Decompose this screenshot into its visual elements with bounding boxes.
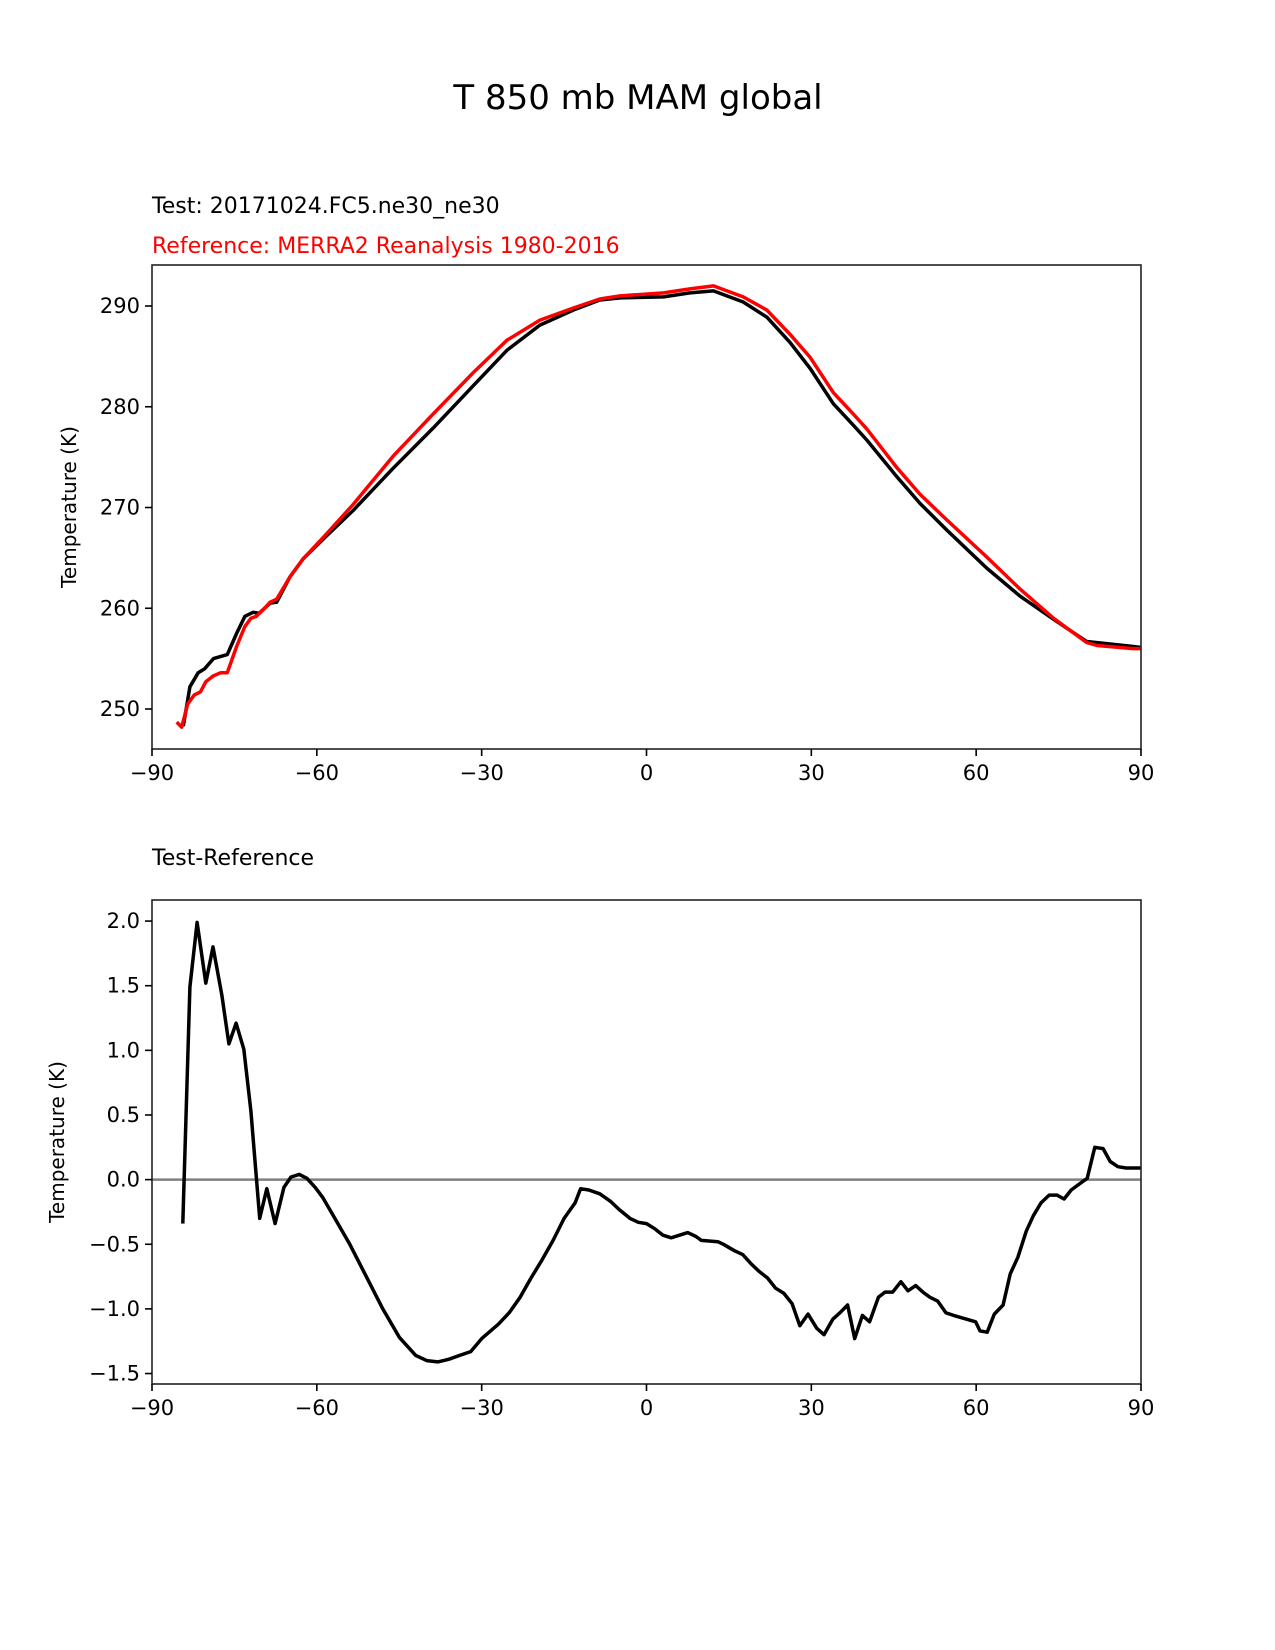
y-tick-label: 1.0	[107, 1038, 140, 1062]
bottom-axes: −90 −60 −30 0 30 60 90 −1.5 −1.0 −0.5 0.0 0.5 1.0 1.5…	[45, 899, 1155, 1420]
x-tick-label: 90	[1128, 1396, 1155, 1420]
x-tick-label: −90	[130, 1396, 174, 1420]
x-tick-label: 30	[798, 1396, 825, 1420]
series-line-reference	[175, 284, 1141, 729]
x-tick-label: −30	[460, 1396, 504, 1420]
series-line-test	[181, 289, 1142, 727]
x-tick-label: −30	[460, 761, 504, 785]
y-axis-label: Temperature (K)	[45, 1061, 69, 1224]
x-tick-label: −60	[295, 761, 339, 785]
y-tick-label: 280	[100, 395, 140, 419]
y-tick-label: −1.5	[89, 1362, 140, 1386]
test-label: Test: 20171024.FC5.ne30_ne30	[151, 194, 500, 219]
y-tick-label: 250	[100, 697, 140, 721]
axes-frame	[151, 264, 1142, 750]
y-tick-label: 1.5	[107, 974, 140, 998]
x-tick-label: −60	[295, 1396, 339, 1420]
y-tick-label: 0.0	[107, 1168, 140, 1192]
y-tick-label: 0.5	[107, 1103, 140, 1127]
y-tick-label: −0.5	[89, 1232, 140, 1256]
x-tick-label: 60	[963, 1396, 990, 1420]
figure-title: T 850 mb MAM global	[452, 78, 822, 118]
y-tick-label: 270	[100, 496, 140, 520]
y-axis-label: Temperature (K)	[57, 426, 81, 589]
top-axes: −90 −60 −30 0 30 60 90 250 260 270 280 290 Temperatu…	[57, 264, 1155, 785]
x-tick-label: 90	[1128, 761, 1155, 785]
y-tick-label: 260	[100, 596, 140, 620]
diff-title: Test-Reference	[151, 846, 314, 871]
x-tick-label: 0	[640, 1396, 653, 1420]
series-line-test-reference	[181, 920, 1141, 1364]
y-tick-label: 2.0	[107, 909, 140, 933]
axes-frame	[151, 899, 1142, 1385]
y-tick-label: −1.0	[89, 1297, 140, 1321]
x-tick-label: 60	[963, 761, 990, 785]
x-tick-label: −90	[130, 761, 174, 785]
x-tick-label: 30	[798, 761, 825, 785]
y-tick-label: 290	[100, 294, 140, 318]
reference-label: Reference: MERRA2 Reanalysis 1980-2016	[152, 234, 620, 259]
x-tick-label: 0	[640, 761, 653, 785]
